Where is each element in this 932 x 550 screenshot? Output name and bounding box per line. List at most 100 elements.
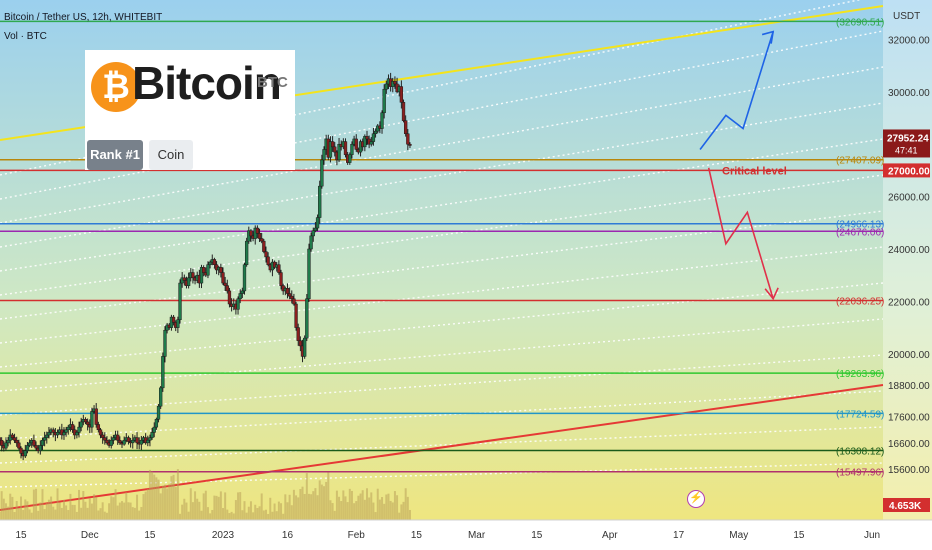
candle-body bbox=[399, 86, 404, 103]
volume-bar bbox=[179, 513, 182, 520]
candle-body bbox=[111, 437, 116, 441]
volume-bar bbox=[146, 488, 149, 520]
volume-bar bbox=[277, 501, 280, 520]
volume-bar bbox=[404, 488, 407, 520]
volume-bar bbox=[301, 486, 304, 520]
volume-bar bbox=[329, 500, 332, 520]
symbol-title[interactable]: Bitcoin / Tether US, 12h, WHITEBIT bbox=[4, 12, 163, 23]
current-price-label: 27952.24 bbox=[887, 133, 929, 144]
volume-bar bbox=[335, 490, 338, 520]
candle-body bbox=[27, 442, 32, 446]
channel-line bbox=[0, 462, 884, 488]
volume-bar bbox=[402, 501, 405, 520]
candle-body bbox=[264, 251, 268, 258]
volume-bar bbox=[262, 510, 265, 520]
volume-bar bbox=[123, 502, 126, 520]
candle-body bbox=[176, 319, 180, 328]
volume-bar bbox=[333, 510, 336, 520]
current-price-badge bbox=[883, 129, 930, 158]
candle-body bbox=[10, 434, 15, 438]
candle-body bbox=[122, 439, 126, 445]
volume-bar bbox=[159, 493, 162, 520]
time-tick-label: Dec bbox=[81, 530, 99, 541]
volume-bar bbox=[140, 506, 143, 520]
candle-body bbox=[70, 424, 75, 430]
volume-bar bbox=[383, 503, 386, 520]
type-badge: Coin bbox=[149, 140, 193, 170]
volume-bar bbox=[222, 508, 225, 520]
candle-body bbox=[0, 439, 4, 446]
candle-body bbox=[0, 437, 2, 441]
volume-bar bbox=[206, 507, 209, 520]
volume-bar bbox=[157, 479, 160, 520]
volume-bar bbox=[215, 495, 218, 520]
volume-bar bbox=[269, 497, 272, 520]
volume-bar bbox=[80, 507, 83, 520]
volume-bar bbox=[348, 488, 351, 520]
volume-bar bbox=[110, 496, 113, 520]
volume-bar bbox=[254, 504, 257, 520]
candle-body bbox=[146, 439, 150, 444]
bearish-arrowhead bbox=[764, 287, 779, 301]
candle-body bbox=[126, 437, 131, 442]
candle-body bbox=[109, 439, 113, 446]
volume-bar bbox=[185, 502, 188, 520]
volume-bar bbox=[256, 508, 259, 520]
volume-bar bbox=[376, 488, 379, 520]
time-tick-label: Apr bbox=[602, 530, 618, 541]
volume-bar bbox=[346, 502, 349, 520]
candle-body bbox=[96, 424, 101, 430]
volume-bar bbox=[90, 503, 93, 520]
volume-bar bbox=[62, 499, 65, 520]
currency-label: USDT bbox=[893, 11, 920, 22]
price-tick-label: 17600.00 bbox=[888, 413, 930, 424]
candle-body bbox=[298, 340, 303, 347]
candle-body bbox=[163, 329, 167, 357]
candle-body bbox=[343, 141, 348, 155]
candle-body bbox=[294, 303, 298, 328]
price-badge bbox=[883, 163, 930, 178]
volume-bar bbox=[138, 510, 141, 520]
candle-body bbox=[186, 277, 191, 286]
candle-body bbox=[105, 439, 109, 444]
volume-bar bbox=[267, 513, 270, 520]
volume-bar bbox=[344, 496, 347, 520]
volume-bar bbox=[67, 510, 70, 520]
candle-body bbox=[206, 264, 210, 276]
candle-body bbox=[365, 136, 369, 140]
candle-body bbox=[154, 419, 159, 428]
candle-body bbox=[296, 327, 300, 341]
volume-bar bbox=[211, 509, 214, 520]
volume-bar bbox=[136, 494, 139, 520]
volume-bar bbox=[230, 511, 233, 520]
volume-bar bbox=[153, 474, 156, 520]
candle-body bbox=[12, 437, 17, 441]
volume-bar bbox=[243, 501, 246, 520]
volume-bar bbox=[9, 493, 12, 520]
volume-bar bbox=[275, 511, 278, 520]
candle-body bbox=[266, 256, 270, 265]
volume-bar bbox=[163, 484, 166, 520]
volume-legend[interactable]: Vol · BTC bbox=[4, 31, 47, 42]
candle-body bbox=[320, 159, 324, 187]
volume-bar bbox=[338, 496, 341, 520]
volume-bar bbox=[258, 506, 261, 520]
volume-bar bbox=[385, 494, 388, 520]
volume-bar bbox=[381, 497, 384, 520]
critical-level-label: Critical level bbox=[722, 165, 787, 177]
volume-bar bbox=[368, 497, 371, 520]
candle-body bbox=[64, 429, 68, 433]
candle-body bbox=[161, 356, 165, 389]
time-tick-label: 2023 bbox=[212, 530, 235, 541]
bullish-arrowhead bbox=[761, 30, 775, 44]
volume-bar bbox=[97, 510, 100, 520]
lightning-icon[interactable]: ⚡ bbox=[687, 490, 705, 508]
candle-body bbox=[77, 426, 81, 433]
candle-body bbox=[94, 408, 98, 425]
candle-body bbox=[178, 282, 182, 320]
candle-body bbox=[322, 149, 326, 161]
volume-bar bbox=[4, 503, 7, 520]
volume-bar bbox=[0, 511, 1, 520]
